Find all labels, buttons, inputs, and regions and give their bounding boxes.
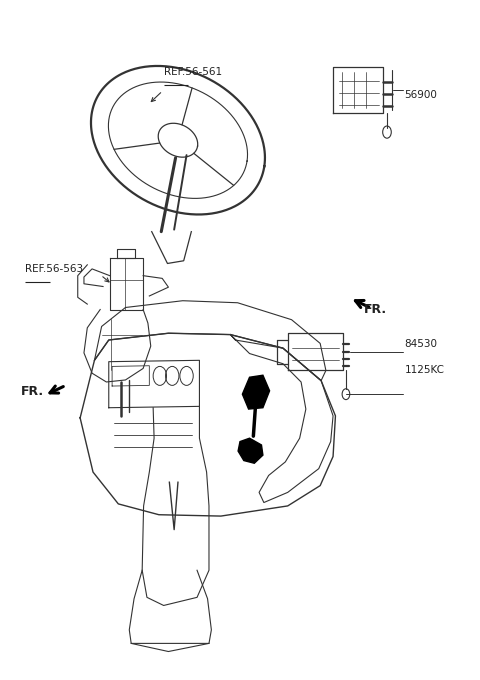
Text: 1125KC: 1125KC [405, 365, 444, 375]
Polygon shape [242, 375, 270, 409]
Polygon shape [238, 438, 263, 463]
Text: REF.56-561: REF.56-561 [164, 67, 222, 78]
Text: FR.: FR. [21, 385, 44, 398]
Text: FR.: FR. [364, 303, 387, 316]
Text: 56900: 56900 [405, 90, 437, 99]
Text: REF.56-563: REF.56-563 [25, 264, 84, 273]
Text: 84530: 84530 [405, 339, 438, 349]
